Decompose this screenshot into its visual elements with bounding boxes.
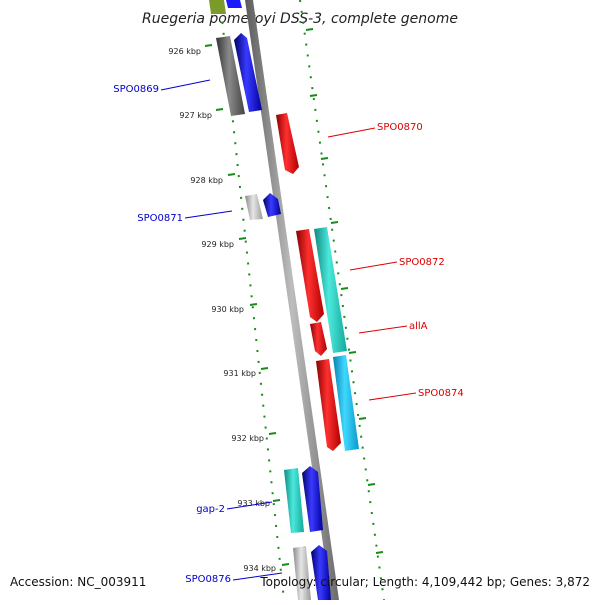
ruler-right-dotted (299, 0, 385, 601)
ruler-right-ticks (305, 28, 384, 554)
tick-930: 930 kbp (211, 303, 258, 314)
label-alla-text[interactable]: allA (409, 321, 428, 332)
gene-spo0869-blue[interactable] (234, 33, 262, 112)
label-spo0872-text[interactable]: SPO0872 (399, 257, 445, 268)
tick-926: 926 kbp (168, 44, 213, 56)
gene-gap2-teal[interactable] (284, 468, 304, 533)
gene-spo0874-red[interactable] (316, 359, 341, 451)
label-gap2[interactable]: gap-2 (196, 501, 273, 515)
label-alla[interactable]: allA (358, 321, 428, 334)
tick-label: 932 kbp (231, 434, 264, 443)
tick-label: 930 kbp (211, 305, 244, 314)
genome-title: Ruegeria pomeroyi DSS-3, complete genome (142, 11, 458, 27)
genome-backbone (245, 0, 339, 600)
gene-spo0870[interactable] (276, 113, 299, 174)
tick-932: 932 kbp (231, 432, 277, 443)
label-spo0876[interactable]: SPO0876 (185, 572, 283, 585)
gene-spo0876-gray[interactable] (293, 546, 311, 600)
tick-label: 929 kbp (201, 240, 234, 249)
label-spo0876-text[interactable]: SPO0876 (185, 574, 231, 585)
tick-label: 928 kbp (190, 176, 223, 185)
tick-931: 931 kbp (223, 367, 269, 378)
label-spo0871-text[interactable]: SPO0871 (137, 213, 183, 224)
tick-928: 928 kbp (190, 173, 236, 185)
tick-label: 931 kbp (223, 369, 256, 378)
tick-934: 934 kbp (243, 563, 290, 573)
gene-spo0871-blue[interactable] (263, 193, 281, 217)
gene-spo0871-gray[interactable] (245, 194, 263, 220)
label-gap2-text[interactable]: gap-2 (196, 504, 225, 515)
gene-spo0869-gray[interactable] (216, 36, 245, 116)
tick-929: 929 kbp (201, 237, 247, 249)
gene-alla[interactable] (310, 322, 327, 356)
tick-927: 927 kbp (179, 108, 224, 120)
gene-spo0872-teal[interactable] (314, 227, 347, 353)
gene-spo0874-cyan[interactable] (333, 355, 359, 451)
gene-gap2-blue[interactable] (302, 466, 323, 532)
label-spo0874[interactable]: SPO0874 (368, 388, 464, 401)
tick-label: 934 kbp (243, 564, 276, 573)
accession-text: Accession: NC_003911 (10, 575, 146, 589)
tick-label: 926 kbp (168, 47, 201, 56)
gene-partial-top-olive (209, 0, 226, 14)
gene-spo0872-red[interactable] (296, 229, 324, 322)
topology-text: Topology: circular; Length: 4,109,442 bp… (259, 575, 590, 589)
tick-label: 927 kbp (179, 111, 212, 120)
label-spo0869[interactable]: SPO0869 (113, 79, 211, 95)
tick-933: 933 kbp (237, 499, 281, 508)
tick-label: 933 kbp (237, 499, 270, 508)
label-spo0874-text[interactable]: SPO0874 (418, 388, 464, 399)
label-spo0872[interactable]: SPO0872 (349, 257, 445, 271)
label-spo0870[interactable]: SPO0870 (327, 122, 423, 138)
gene-spo0876-blue[interactable] (311, 545, 331, 600)
gene-partial-top-blue (226, 0, 242, 8)
label-spo0869-text[interactable]: SPO0869 (113, 84, 159, 95)
label-spo0871[interactable]: SPO0871 (137, 210, 233, 224)
label-spo0870-text[interactable]: SPO0870 (377, 122, 423, 133)
